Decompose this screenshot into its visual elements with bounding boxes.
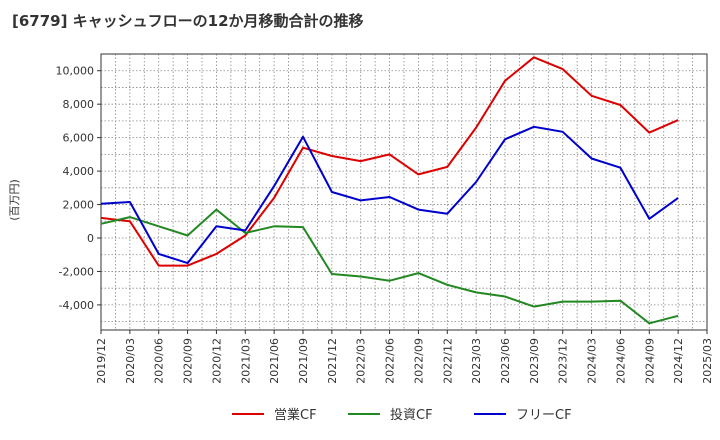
x-tick-label: 2019/12 [95,338,108,384]
series-line-3 [100,125,679,265]
y-tick-label: -4,000 [59,299,94,312]
grid [101,54,707,330]
chart-title: [6779] キャッシュフローの12か月移動合計の推移 [12,12,364,30]
y-axis-ticks: -4,000 -2,000 0 2,000 4,000 6,000 8,000 10,000 [56,65,101,312]
legend-label-2: 投資CF [390,407,433,423]
y-tick-label: 10,000 [56,65,95,78]
x-tick-label: 2024/09 [643,338,656,384]
x-tick-label: 2023/12 [557,338,570,384]
x-tick-label: 2025/03 [701,338,714,384]
x-tick-label: 2022/09 [412,338,425,384]
y-tick-label: 6,000 [63,132,95,145]
x-tick-label: 2022/06 [384,338,397,384]
x-tick-label: 2023/03 [470,338,483,384]
y-tick-label: 4,000 [63,165,95,178]
x-tick-label: 2021/09 [297,338,310,384]
x-tick-label: 2022/12 [441,338,454,384]
x-tick-label: 2020/09 [182,338,195,384]
x-axis-ticks: 2019/12 2020/03 2020/06 2020/09 2020/12 2021/… [95,330,714,384]
x-tick-label: 2020/12 [210,338,223,384]
x-tick-label: 2024/12 [672,338,685,384]
y-axis-label: (百万円) [8,179,21,221]
y-tick-label: 8,000 [63,98,95,111]
x-tick-label: 2024/06 [614,338,627,384]
legend-label-3: フリーCF [516,408,572,423]
y-tick-label: -2,000 [59,265,94,278]
x-tick-label: 2021/03 [239,338,252,384]
series-line-1 [100,56,679,267]
legend: 営業CF 投資CF フリーCF [232,407,572,423]
y-tick-label: 2,000 [63,199,95,212]
x-tick-label: 2020/03 [124,338,137,384]
series-line-2 [100,208,679,325]
x-tick-label: 2024/03 [586,338,599,384]
series-lines [100,56,679,325]
plot-frame [100,53,708,331]
x-tick-label: 2021/06 [268,338,281,384]
x-tick-label: 2023/09 [528,338,541,384]
legend-label-1: 営業CF [274,407,317,423]
x-tick-label: 2020/06 [153,338,166,384]
x-tick-label: 2023/06 [499,338,512,384]
x-tick-label: 2022/03 [355,338,368,384]
x-tick-label: 2021/12 [326,338,339,384]
y-tick-label: 0 [87,232,94,245]
